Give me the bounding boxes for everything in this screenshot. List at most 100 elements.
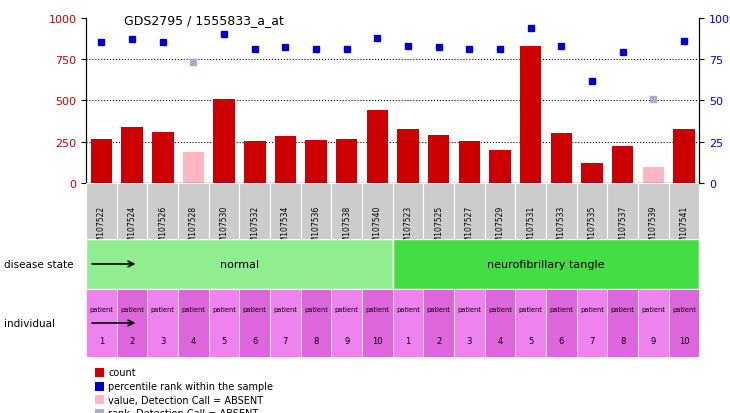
Text: patient: patient	[243, 306, 266, 313]
Bar	[485, 184, 515, 273]
Text: 10: 10	[372, 336, 383, 345]
Bar	[607, 184, 638, 273]
Text: GSM107530: GSM107530	[220, 205, 228, 252]
Bar	[607, 289, 638, 357]
Bar	[244, 142, 266, 184]
Text: GSM107529: GSM107529	[496, 205, 504, 251]
Text: 8: 8	[620, 336, 626, 345]
Text: GSM107523: GSM107523	[404, 205, 412, 251]
Bar	[546, 184, 577, 273]
Text: GSM107533: GSM107533	[557, 205, 566, 252]
Bar	[669, 289, 699, 357]
Text: neurofibrillary tangle: neurofibrillary tangle	[488, 259, 604, 269]
Text: 7: 7	[283, 336, 288, 345]
Bar	[331, 289, 362, 357]
Text: GDS2795 / 1555833_a_at: GDS2795 / 1555833_a_at	[124, 14, 285, 27]
Text: patient: patient	[550, 306, 573, 313]
Text: GSM107534: GSM107534	[281, 205, 290, 252]
Bar	[489, 151, 511, 184]
Text: patient: patient	[90, 306, 113, 313]
Text: patient: patient	[642, 306, 665, 313]
Text: patient: patient	[580, 306, 604, 313]
Text: patient: patient	[151, 306, 174, 313]
Text: GSM107526: GSM107526	[158, 205, 167, 251]
Bar	[669, 184, 699, 273]
Text: patient: patient	[458, 306, 481, 313]
Text: patient: patient	[611, 306, 634, 313]
Text: disease state: disease state	[4, 259, 73, 269]
Text: patient: patient	[274, 306, 297, 313]
Bar	[152, 133, 174, 184]
Bar	[673, 129, 695, 184]
Bar	[520, 47, 542, 184]
Text: patient: patient	[396, 306, 420, 313]
Bar	[336, 140, 358, 184]
Text: 1: 1	[405, 336, 411, 345]
Text: GSM107539: GSM107539	[649, 205, 658, 252]
Text: normal: normal	[220, 259, 259, 269]
Bar	[305, 141, 327, 184]
Bar	[638, 184, 669, 273]
Text: 10: 10	[679, 336, 689, 345]
Bar	[550, 133, 572, 184]
Text: patient: patient	[672, 306, 696, 313]
Text: 3: 3	[160, 336, 166, 345]
Text: percentile rank within the sample: percentile rank within the sample	[108, 381, 273, 391]
Text: 9: 9	[650, 336, 656, 345]
Text: patient: patient	[519, 306, 542, 313]
Text: rank, Detection Call = ABSENT: rank, Detection Call = ABSENT	[108, 408, 258, 413]
Bar	[423, 184, 454, 273]
Bar	[393, 289, 423, 357]
Bar	[178, 184, 209, 273]
Text: GSM107538: GSM107538	[342, 205, 351, 251]
Text: 2: 2	[129, 336, 135, 345]
Bar	[209, 184, 239, 273]
Text: value, Detection Call = ABSENT: value, Detection Call = ABSENT	[108, 395, 263, 405]
Bar	[581, 163, 603, 184]
Text: GSM107527: GSM107527	[465, 205, 474, 251]
Text: patient: patient	[212, 306, 236, 313]
Bar	[362, 289, 393, 357]
Text: patient: patient	[304, 306, 328, 313]
Text: GSM107541: GSM107541	[680, 205, 688, 251]
Bar	[366, 111, 388, 184]
Text: patient: patient	[182, 306, 205, 313]
Bar	[182, 152, 204, 184]
Bar	[612, 147, 634, 184]
Text: 5: 5	[221, 336, 227, 345]
Bar	[485, 289, 515, 357]
Text: 4: 4	[191, 336, 196, 345]
Bar	[274, 137, 296, 184]
Bar	[331, 184, 362, 273]
Text: 6: 6	[558, 336, 564, 345]
Text: GSM107536: GSM107536	[312, 205, 320, 252]
Text: count: count	[108, 368, 136, 377]
Bar	[454, 289, 485, 357]
Text: GSM107531: GSM107531	[526, 205, 535, 251]
Bar	[147, 289, 178, 357]
Bar	[209, 289, 239, 357]
Bar	[423, 289, 454, 357]
Bar	[642, 168, 664, 184]
Text: GSM107540: GSM107540	[373, 205, 382, 252]
Text: 7: 7	[589, 336, 595, 345]
Text: 9: 9	[344, 336, 350, 345]
Bar	[515, 184, 546, 273]
Bar	[454, 184, 485, 273]
Bar	[515, 289, 546, 357]
Bar	[86, 240, 393, 289]
Bar	[117, 184, 147, 273]
Text: GSM107537: GSM107537	[618, 205, 627, 252]
Bar	[239, 184, 270, 273]
Bar	[213, 100, 235, 184]
Text: GSM107535: GSM107535	[588, 205, 596, 252]
Text: 8: 8	[313, 336, 319, 345]
Text: 6: 6	[252, 336, 258, 345]
Bar	[393, 184, 423, 273]
Text: GSM107532: GSM107532	[250, 205, 259, 251]
Text: GSM107525: GSM107525	[434, 205, 443, 251]
Bar	[270, 184, 301, 273]
Bar	[301, 289, 331, 357]
Text: GSM107522: GSM107522	[97, 205, 106, 251]
Bar	[239, 289, 270, 357]
